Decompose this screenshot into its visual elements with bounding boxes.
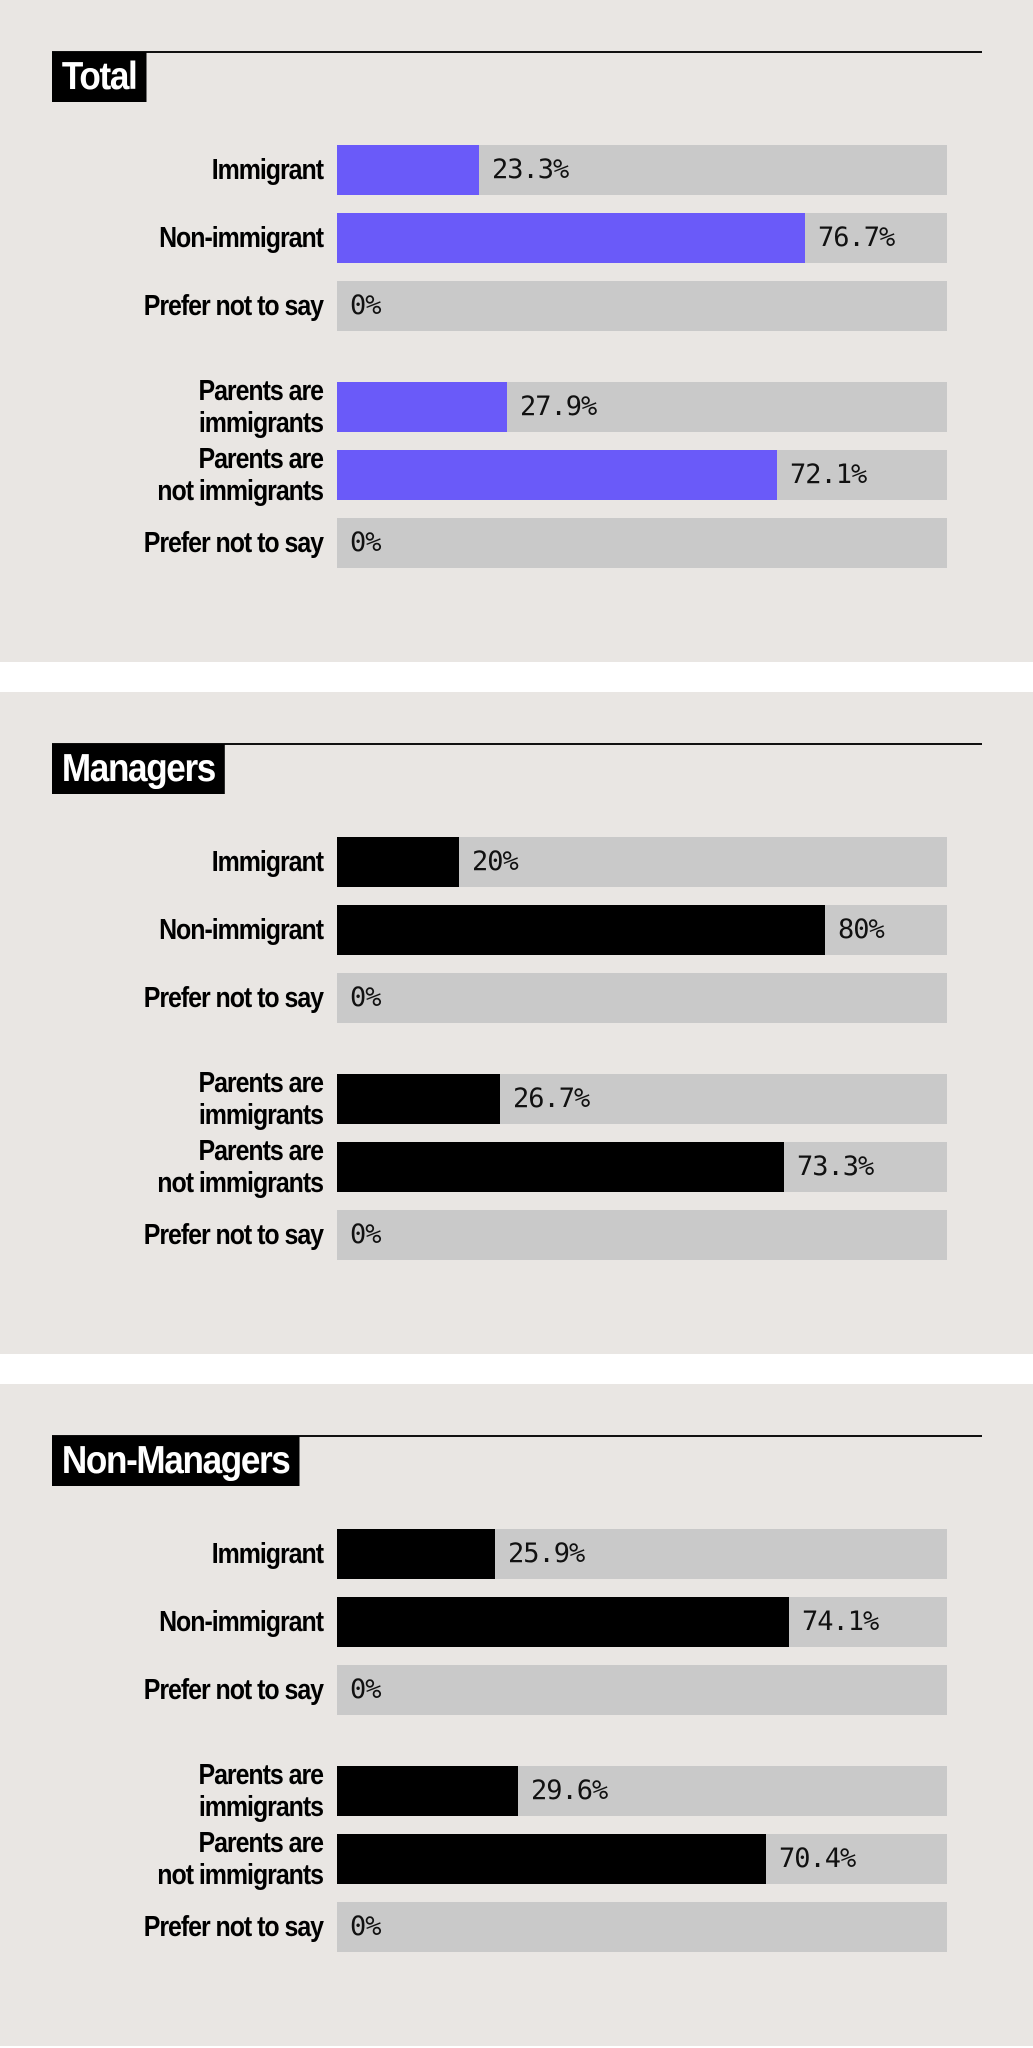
bar-track: 23.3%	[337, 145, 947, 195]
category-label-line: Non-immigrant	[159, 914, 324, 946]
category-label-line: Prefer not to say	[143, 1674, 324, 1706]
bar	[337, 1142, 784, 1192]
category-label-line: Non-immigrant	[159, 1606, 324, 1638]
category-label-line: Parents are	[198, 1759, 324, 1791]
category-label-line: immigrants	[198, 407, 324, 439]
data-label: 23.3%	[492, 154, 569, 185]
bar	[337, 1597, 789, 1647]
category-label: Parents are immigrants	[65, 1067, 324, 1131]
category-label-line: immigrants	[198, 1791, 324, 1823]
bar	[337, 837, 459, 887]
data-label: 0%	[350, 527, 382, 558]
category-label: Parents are immigrants	[65, 375, 324, 439]
category-label: Parents are not immigrants	[65, 443, 324, 507]
data-label: 70.4%	[779, 1843, 856, 1874]
category-label: Prefer not to say	[65, 973, 324, 1023]
title-rule	[52, 51, 982, 53]
bar-track: 29.6%	[337, 1766, 947, 1816]
bar-track: 0%	[337, 518, 947, 568]
bar	[337, 905, 825, 955]
category-label: Parents are not immigrants	[65, 1827, 324, 1891]
data-label: 0%	[350, 1219, 382, 1250]
chart-panel-managers: Managers Immigrant 20% Non-immigrant 80% Pre…	[0, 692, 1033, 1354]
data-label: 27.9%	[520, 391, 597, 422]
chart-title: Total	[52, 52, 147, 102]
bar-track: 80%	[337, 905, 947, 955]
bar	[337, 1529, 495, 1579]
data-label: 0%	[350, 290, 382, 321]
category-label-line: Parents are	[198, 443, 324, 475]
bar-track: 70.4%	[337, 1834, 947, 1884]
chart-title: Non-Managers	[52, 1436, 300, 1486]
chart-title: Managers	[52, 744, 225, 794]
bar-track: 76.7%	[337, 213, 947, 263]
category-label: Non-immigrant	[65, 1597, 324, 1647]
category-label: Non-immigrant	[65, 905, 324, 955]
data-label: 20%	[472, 846, 519, 877]
category-label-line: Prefer not to say	[143, 1911, 324, 1943]
data-label: 25.9%	[508, 1538, 585, 1569]
bar	[337, 145, 479, 195]
category-label-line: Non-immigrant	[159, 222, 324, 254]
category-label-line: Immigrant	[211, 846, 324, 878]
category-label-line: Parents are	[198, 375, 324, 407]
chart-panel-total: Total Immigrant 23.3% Non-immigrant 76.7% Pr…	[0, 0, 1033, 662]
data-label: 0%	[350, 982, 382, 1013]
category-label: Immigrant	[65, 837, 324, 887]
category-label: Parents are immigrants	[65, 1759, 324, 1823]
data-label: 29.6%	[531, 1775, 608, 1806]
category-label-line: Parents are	[198, 1067, 324, 1099]
bar-track: 0%	[337, 1210, 947, 1260]
category-label: Prefer not to say	[65, 281, 324, 331]
bar-track: 0%	[337, 1665, 947, 1715]
data-label: 0%	[350, 1911, 382, 1942]
category-label-line: not immigrants	[157, 475, 324, 507]
category-label: Immigrant	[65, 1529, 324, 1579]
data-label: 80%	[838, 914, 885, 945]
category-label-line: not immigrants	[157, 1167, 324, 1199]
category-label: Prefer not to say	[65, 1665, 324, 1715]
category-label-line: Immigrant	[211, 1538, 324, 1570]
bar	[337, 1766, 518, 1816]
category-label-line: Parents are	[198, 1135, 324, 1167]
chart-panel-non-managers: Non-Managers Immigrant 25.9% Non-immigrant…	[0, 1384, 1033, 2046]
bar-track: 26.7%	[337, 1074, 947, 1124]
bar	[337, 382, 507, 432]
category-label-line: Parents are	[198, 1827, 324, 1859]
category-label: Prefer not to say	[65, 518, 324, 568]
category-label-line: Immigrant	[211, 154, 324, 186]
bar-track: 0%	[337, 281, 947, 331]
bar-track: 25.9%	[337, 1529, 947, 1579]
category-label-line: Prefer not to say	[143, 982, 324, 1014]
category-label-line: not immigrants	[157, 1859, 324, 1891]
bar-track: 0%	[337, 1902, 947, 1952]
bar-track: 73.3%	[337, 1142, 947, 1192]
category-label: Prefer not to say	[65, 1210, 324, 1260]
category-label: Non-immigrant	[65, 213, 324, 263]
bar	[337, 213, 805, 263]
category-label-line: immigrants	[198, 1099, 324, 1131]
bar-track: 20%	[337, 837, 947, 887]
bar	[337, 1074, 500, 1124]
category-label-line: Prefer not to say	[143, 527, 324, 559]
bar-track: 27.9%	[337, 382, 947, 432]
data-label: 74.1%	[802, 1606, 879, 1637]
data-label: 26.7%	[513, 1083, 590, 1114]
data-label: 0%	[350, 1674, 382, 1705]
category-label-line: Prefer not to say	[143, 290, 324, 322]
data-label: 76.7%	[818, 222, 895, 253]
category-label-line: Prefer not to say	[143, 1219, 324, 1251]
title-rule	[52, 743, 982, 745]
data-label: 72.1%	[790, 459, 867, 490]
bar	[337, 450, 777, 500]
bar-track: 0%	[337, 973, 947, 1023]
data-label: 73.3%	[797, 1151, 874, 1182]
bar	[337, 1834, 766, 1884]
category-label: Immigrant	[65, 145, 324, 195]
bar-track: 72.1%	[337, 450, 947, 500]
title-rule	[52, 1435, 982, 1437]
category-label: Prefer not to say	[65, 1902, 324, 1952]
category-label: Parents are not immigrants	[65, 1135, 324, 1199]
bar-track: 74.1%	[337, 1597, 947, 1647]
